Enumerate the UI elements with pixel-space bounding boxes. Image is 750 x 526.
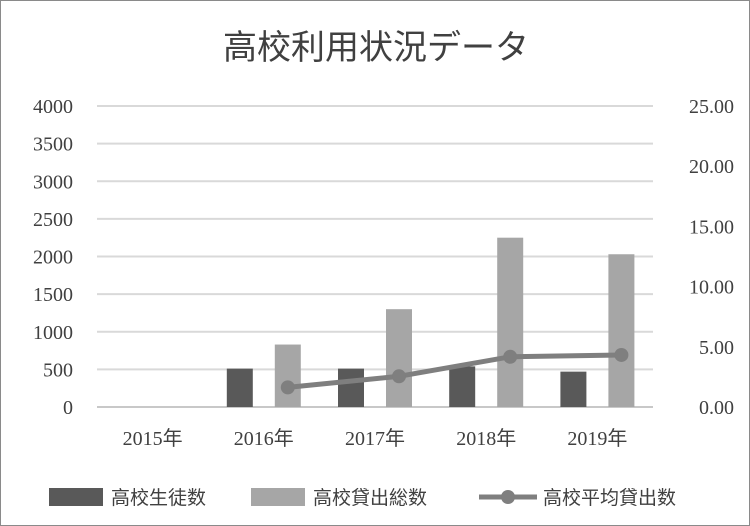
- left-tick-label: 500: [43, 359, 73, 381]
- left-tick-label: 1000: [33, 322, 73, 344]
- average-point: [280, 380, 295, 395]
- bar-students: [338, 368, 364, 407]
- category-label: 2018年: [456, 427, 516, 450]
- bar-students: [226, 368, 253, 407]
- left-tick-label: 1500: [33, 284, 73, 306]
- category-label: 2017年: [345, 427, 405, 450]
- left-tick-label: 3000: [33, 171, 73, 193]
- right-tick-label: 5.00: [699, 337, 734, 359]
- category-label: 2016年: [234, 427, 294, 450]
- right-tick-label: 20.00: [689, 156, 734, 178]
- line-series: [280, 347, 629, 395]
- legend: 高校生徒数 高校貸出総数 高校平均貸出数: [49, 487, 676, 509]
- right-tick-label: 15.00: [689, 216, 734, 238]
- legend-swatch-students: [49, 488, 103, 506]
- right-tick-label: 25.00: [689, 96, 734, 118]
- legend-label-average: 高校平均貸出数: [543, 487, 676, 509]
- right-tick-label: 10.00: [689, 277, 734, 299]
- right-axis-ticks: 25.00 20.00 15.00 10.00 5.00 0.00: [689, 96, 734, 419]
- bars: [226, 237, 635, 407]
- gridlines: [97, 105, 653, 408]
- left-axis-ticks: 4000 3500 3000 2500 2000 1500 1000 500 0: [33, 96, 73, 419]
- left-tick-label: 4000: [33, 96, 73, 118]
- bar-loans: [608, 254, 635, 407]
- left-tick-label: 2500: [33, 209, 73, 231]
- legend-label-loans: 高校貸出総数: [313, 487, 427, 509]
- legend-swatch-loans: [251, 488, 305, 506]
- legend-label-students: 高校生徒数: [111, 487, 206, 509]
- category-label: 2019年: [567, 427, 627, 450]
- bar-students: [449, 366, 476, 407]
- chart-title: 高校利用状況データ: [223, 28, 529, 68]
- bar-loans: [386, 309, 412, 407]
- bar-loans: [274, 344, 301, 407]
- left-tick-label: 2000: [33, 247, 73, 269]
- average-point: [614, 347, 629, 362]
- category-label: 2015年: [123, 427, 183, 450]
- average-point: [503, 349, 518, 364]
- bar-students: [560, 371, 587, 407]
- category-labels: 2015年 2016年 2017年 2018年 2019年: [123, 427, 628, 450]
- average-point: [392, 369, 406, 384]
- left-tick-label: 3500: [33, 134, 73, 156]
- average-line: [287, 352, 622, 390]
- left-tick-label: 0: [63, 397, 73, 419]
- legend-swatch-average-point: [501, 490, 515, 504]
- bar-loans: [497, 237, 524, 407]
- right-tick-label: 0.00: [699, 397, 734, 419]
